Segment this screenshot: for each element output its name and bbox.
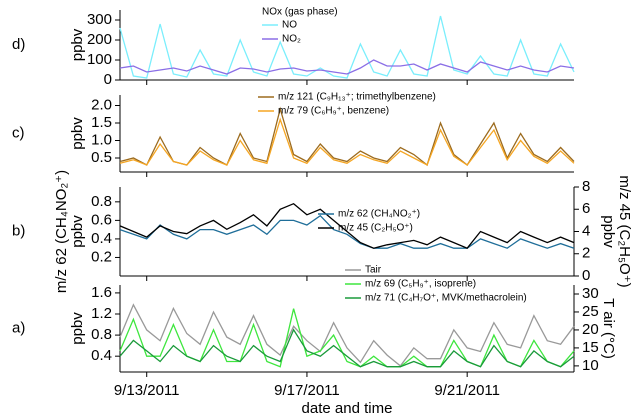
legend-label: m/z 69 (C₅H₉⁺, isoprene) xyxy=(365,279,476,290)
y-tick-label: 0 xyxy=(104,71,112,88)
series-line xyxy=(119,117,575,166)
x-tick-label: 9/21/2011 xyxy=(434,382,500,399)
x-tick-label: 9/17/2011 xyxy=(274,382,340,399)
y-tick-label: 300 xyxy=(87,11,112,28)
y2-tick-label: 8 xyxy=(582,178,590,195)
y2-axis-title: ppbv xyxy=(600,215,617,248)
y-tick-label: 1.6 xyxy=(91,284,112,301)
series-line xyxy=(119,15,575,79)
panel-label: c) xyxy=(12,124,25,141)
legend-label: Tair xyxy=(365,265,382,276)
y-axis-title: ppbv xyxy=(69,312,86,345)
series-line xyxy=(119,202,575,249)
y-tick-label: 0.2 xyxy=(91,248,112,265)
y2-tick-label: 2 xyxy=(582,245,590,262)
x-axis-title: date and time xyxy=(302,400,393,417)
y-axis-title: m/z 62 (CH₄NO₂⁺) xyxy=(53,170,70,293)
y2-axis-title: m/z 45 (C₂H₅O⁺) xyxy=(616,175,633,287)
y-tick-label: 1.5 xyxy=(91,114,112,131)
x-tick-label: 9/13/2011 xyxy=(114,382,180,399)
y-tick-label: 200 xyxy=(87,31,112,48)
legend-label: m/z 45 (C₂H₅O⁺) xyxy=(338,223,413,234)
y2-tick-label: 15 xyxy=(582,339,599,356)
series-line xyxy=(119,106,575,167)
legend-label: m/z 71 (C₄H₇O⁺, MVK/methacrolein) xyxy=(365,293,527,304)
legend-label: m/z 79 (C₆H₉⁺, benzene) xyxy=(278,106,389,117)
series-line xyxy=(119,328,575,368)
y-axis-title: ppbv xyxy=(69,215,86,248)
y-tick-label: 0.5 xyxy=(91,149,112,166)
legend-label: m/z 121 (C₉H₁₃⁺; trimethylbenzene) xyxy=(278,92,436,103)
panel-label: b) xyxy=(12,222,25,239)
y-tick-label: 1.2 xyxy=(91,305,112,322)
y2-tick-label: 10 xyxy=(582,357,599,374)
legend-label: NO xyxy=(282,20,297,31)
series-line xyxy=(119,303,575,367)
y-tick-label: 0.4 xyxy=(91,347,112,364)
y2-tick-label: 6 xyxy=(582,200,590,217)
legend-title: NOx (gas phase) xyxy=(262,7,338,18)
y2-tick-label: 30 xyxy=(582,285,599,302)
series-line xyxy=(119,308,575,368)
panel-label: d) xyxy=(12,36,25,53)
y2-tick-label: 4 xyxy=(582,222,590,239)
series-line xyxy=(119,59,575,75)
y2-tick-label: 25 xyxy=(582,303,599,320)
y-tick-label: 2.0 xyxy=(91,96,112,113)
y-tick-label: 0.6 xyxy=(91,211,112,228)
y2-axis-title: T air (°C) xyxy=(600,298,617,359)
y-tick-label: 100 xyxy=(87,51,112,68)
y-tick-label: 0.4 xyxy=(91,230,112,247)
series-line xyxy=(119,214,575,249)
y2-tick-label: 20 xyxy=(582,321,599,338)
y-axis-title: ppbv xyxy=(69,28,86,61)
panel-label: a) xyxy=(12,319,25,336)
y-tick-label: 1.0 xyxy=(91,131,112,148)
y-tick-label: 0.8 xyxy=(91,193,112,210)
y-tick-label: 0.8 xyxy=(91,326,112,343)
legend-label: NO₂ xyxy=(282,34,301,45)
y2-tick-label: 0 xyxy=(582,267,590,284)
y-axis-title: ppbv xyxy=(69,117,86,150)
legend-label: m/z 62 (CH₄NO₂⁺) xyxy=(338,209,420,220)
